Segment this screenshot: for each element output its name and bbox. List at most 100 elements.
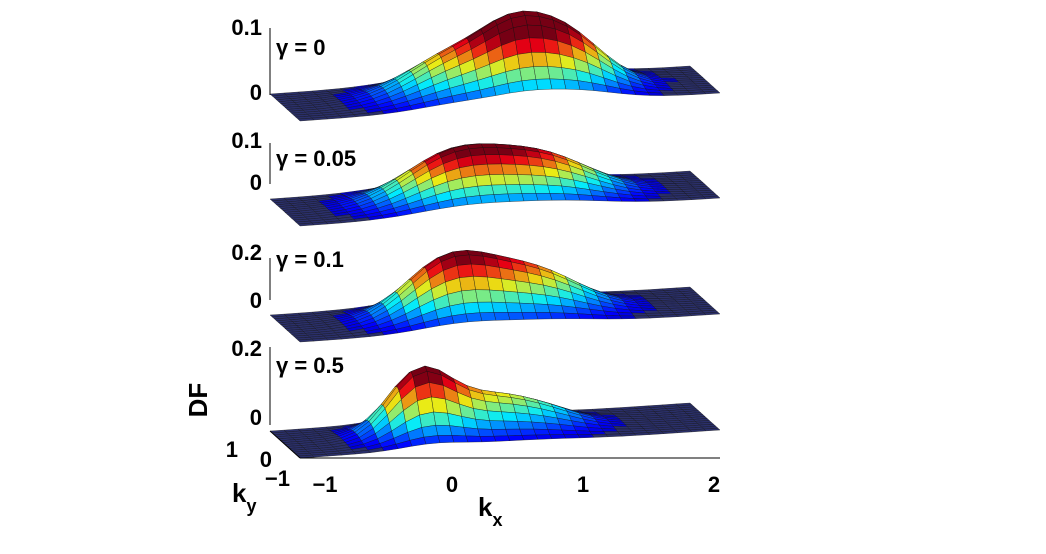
surface-cell bbox=[549, 312, 567, 320]
surface-cell bbox=[471, 263, 488, 278]
surface-cell bbox=[661, 198, 679, 202]
surface-cell bbox=[535, 78, 553, 90]
surface-cell bbox=[477, 301, 495, 313]
surface-cell bbox=[515, 280, 532, 294]
surface-cell bbox=[489, 174, 506, 186]
surface-cell bbox=[580, 410, 597, 413]
x-axis-label: kx bbox=[478, 492, 502, 530]
surface-cell bbox=[479, 194, 497, 204]
panel-gamma-label: γ = 0 bbox=[276, 35, 326, 60]
surface-cell bbox=[459, 276, 476, 292]
surface-cell bbox=[675, 92, 693, 96]
surface-cell bbox=[475, 289, 492, 303]
x-tick-label-neg1: −1 bbox=[312, 472, 337, 497]
surface-cell bbox=[513, 24, 530, 41]
surface-cell bbox=[549, 193, 567, 201]
surface-cell bbox=[499, 402, 516, 413]
surface-cell bbox=[485, 401, 502, 412]
surface-cell bbox=[563, 193, 581, 201]
surface-cell bbox=[491, 184, 509, 195]
surface-cell bbox=[517, 174, 534, 185]
surface-cell bbox=[531, 421, 548, 430]
surface-cell bbox=[451, 435, 469, 443]
surface-cell bbox=[519, 302, 537, 313]
surface-cell bbox=[563, 312, 581, 319]
surface-cell bbox=[513, 155, 530, 166]
surface-cell bbox=[577, 194, 595, 201]
surface-cell bbox=[543, 38, 560, 55]
surface-cell bbox=[547, 66, 565, 80]
surface-cell bbox=[529, 37, 546, 53]
surface-cell bbox=[668, 85, 687, 89]
surface-cell bbox=[619, 315, 637, 320]
z-tick-top: 0.2 bbox=[231, 336, 262, 361]
surface-cell bbox=[645, 195, 663, 199]
surface-cell bbox=[519, 184, 537, 194]
surface-cell bbox=[463, 186, 481, 198]
surface-cell bbox=[496, 147, 514, 156]
surface-cell bbox=[449, 425, 467, 437]
surface-panel-2: 0.2 0 γ = 0.1 bbox=[231, 240, 721, 343]
surface-cell bbox=[703, 195, 721, 200]
surface-cell bbox=[489, 289, 506, 303]
surface-cell bbox=[533, 303, 551, 313]
surface-cell bbox=[521, 193, 539, 202]
surface-cell bbox=[614, 414, 632, 417]
surface-cell bbox=[433, 411, 450, 426]
surface-cell bbox=[487, 276, 504, 292]
z-tick-zero: 0 bbox=[250, 288, 262, 313]
surface-cell bbox=[529, 165, 546, 177]
surface-cell bbox=[619, 173, 637, 176]
x-tick-label-2: 2 bbox=[708, 472, 720, 497]
surface-cell bbox=[545, 52, 562, 68]
surface-cell bbox=[535, 193, 553, 201]
surface-cell bbox=[521, 79, 539, 92]
surface-cell bbox=[547, 184, 565, 194]
surface-cell bbox=[643, 310, 661, 314]
surface-cell bbox=[689, 91, 707, 95]
surface-cell bbox=[482, 147, 500, 155]
surface-cell bbox=[431, 396, 448, 414]
surface-cell bbox=[489, 420, 506, 430]
surface-cell bbox=[531, 52, 548, 67]
surface-cell bbox=[521, 312, 539, 320]
surface-panel-3: 0.2 0 γ = 0.5 bbox=[231, 336, 721, 459]
surface-cell bbox=[618, 418, 636, 421]
surface-cell bbox=[468, 254, 486, 266]
surface-cell bbox=[651, 71, 669, 74]
surface-cell bbox=[457, 263, 474, 278]
surface-cell bbox=[703, 311, 721, 316]
surface-cell bbox=[515, 412, 532, 423]
z-tick-top: 0.1 bbox=[231, 15, 262, 40]
surface-cell bbox=[577, 434, 595, 439]
surface-cell bbox=[479, 312, 497, 322]
z-tick-zero: 0 bbox=[250, 170, 262, 195]
surface-cell bbox=[517, 421, 534, 430]
surface-cell bbox=[491, 429, 509, 437]
panels-group: 0.1 0 γ = 0 0.1 0 γ = 0.05 0.2 0 γ = 0.1 0.2 0 γ = … bbox=[231, 10, 721, 459]
surface-cell bbox=[507, 193, 525, 202]
surface-cell bbox=[657, 193, 675, 197]
surface-cell bbox=[465, 312, 483, 323]
surface-cell bbox=[533, 428, 551, 436]
surface-cell bbox=[463, 427, 481, 437]
panel-gamma-label: γ = 0.1 bbox=[276, 247, 344, 272]
surface-cell bbox=[493, 193, 511, 203]
surface-cell bbox=[577, 313, 595, 320]
surface-cell bbox=[549, 434, 567, 439]
surface-cell bbox=[647, 315, 665, 319]
z-tick-zero: 0 bbox=[250, 80, 262, 105]
surface-cell bbox=[666, 189, 684, 192]
surface-cell bbox=[507, 435, 525, 441]
surface-cell bbox=[605, 315, 623, 320]
surface-cell bbox=[477, 428, 495, 437]
surface-cell bbox=[547, 304, 565, 314]
surface-cell bbox=[524, 15, 542, 26]
z-tick-top: 0.2 bbox=[231, 240, 262, 265]
surface-cell bbox=[501, 163, 518, 175]
y-tick-label-neg1: −1 bbox=[265, 466, 290, 491]
surface-cell bbox=[493, 312, 511, 321]
panel-gamma-label: γ = 0.05 bbox=[276, 146, 356, 171]
surface-cell bbox=[473, 164, 490, 176]
surface-cell bbox=[533, 66, 551, 80]
